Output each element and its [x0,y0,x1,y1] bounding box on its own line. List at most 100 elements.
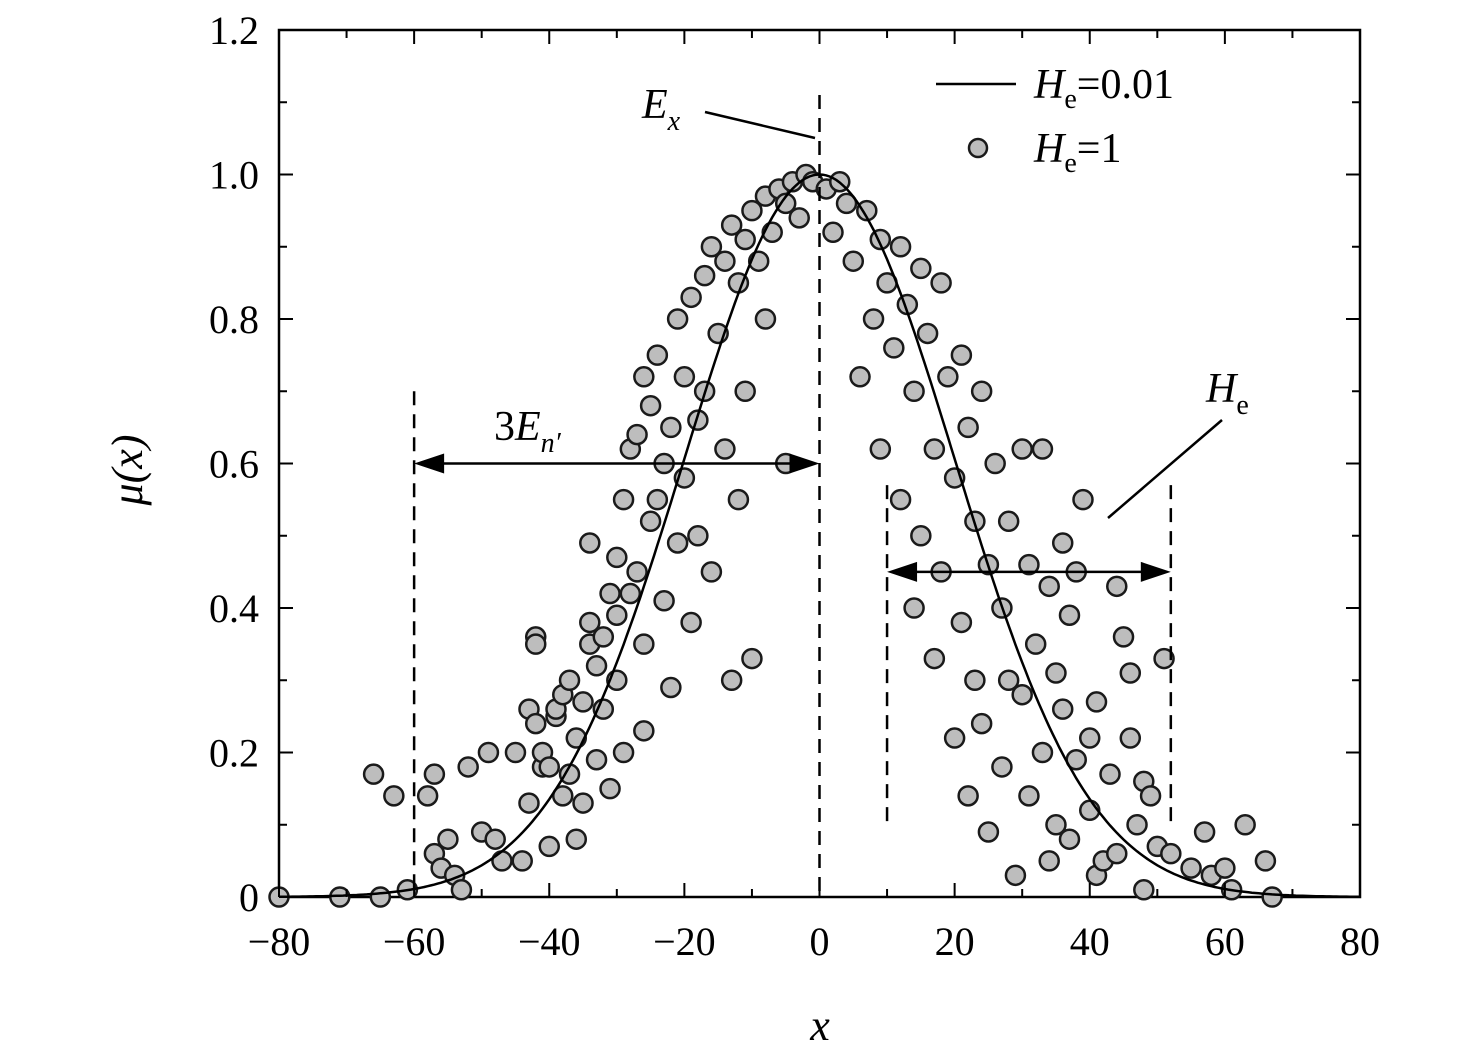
scatter-point [950,344,973,366]
scatter-point [714,250,736,272]
scatter-point [552,785,574,807]
scatter-point [991,756,1013,778]
scatter-point [504,741,527,764]
scatter-point [633,720,655,742]
scatter-point [950,611,973,634]
scatter-point [741,647,763,670]
scatter-point [1011,683,1033,706]
scatter-point [639,394,662,417]
scatter-point [1112,626,1135,648]
scatter-point [437,828,459,850]
scatter-point [930,272,952,294]
scatter-point [579,532,601,554]
scatter-point [741,199,763,222]
scatter-point [835,192,858,215]
scatter-point [653,590,675,612]
y-tick-label: 0.6 [209,442,259,487]
x-tick-label: 40 [1070,919,1110,964]
scatter-point [646,488,669,511]
scatter-point [1254,850,1277,872]
x-tick-label: −40 [518,919,581,964]
scatter-point [1085,691,1108,713]
scatter-point [599,582,621,605]
scatter-point [889,236,912,258]
scatter-point [646,344,669,366]
scatter-point [612,488,635,511]
scatter-point [619,582,642,605]
legend-marker-swatch [967,137,989,159]
scatter-point [639,510,662,533]
y-tick-label: 0.2 [209,731,259,776]
scatter-point [700,236,723,258]
scatter-point [977,821,1000,843]
scatter-point [1024,633,1047,655]
scatter-point [903,597,925,619]
plot-area [268,28,1362,908]
axis-ticks: −80 −60 −40 −20 0 20 40 60 80 0 0.2 0.4 0.6 0.8 1.0 1.2 [209,8,1380,964]
scatter-point [660,416,682,439]
scatter-point [1031,438,1054,460]
scatter-point [957,416,979,439]
scatter-point [1106,842,1128,865]
scatter-point [856,199,878,222]
scatter-point [572,792,594,814]
scatter-point [538,835,560,858]
en-annotation-label: 3En′ [494,404,562,459]
scatter-point [484,828,506,850]
scatter-point [524,712,547,735]
x-tick-label: 0 [810,919,830,964]
scatter-point [1038,575,1060,598]
scatter-point [1011,438,1033,460]
scatter-point [457,756,479,778]
legend: He=0.01 He=1 [936,62,1174,179]
scatter-point [1126,814,1148,836]
y-tick-label: 0 [239,875,259,920]
scatter-point [903,380,925,402]
ex-leader-line [704,110,816,140]
scatter-point [687,525,709,547]
ex-annotation-label: Ex [641,82,681,137]
scatter-point [1031,741,1054,764]
scatter-point [1119,662,1142,684]
scatter-point [585,748,608,771]
scatter-point [450,879,473,901]
scatter-point [633,366,655,388]
scatter-point [1079,727,1101,749]
scatter-point [754,308,777,330]
scatter-point [822,221,844,244]
scatter-point [1106,575,1128,598]
x-tick-label: −60 [383,919,446,964]
legend-label-scatter: He=1 [1033,126,1121,179]
scatter-point [1045,662,1067,684]
scatter-point [883,337,905,359]
scatter-point [599,777,621,800]
he-annotation-label: He [1205,366,1249,421]
scatter-point [970,712,993,735]
scatter-point [1018,785,1040,807]
x-tick-label: 20 [935,919,975,964]
scatter-point [700,561,723,583]
scatter-point [612,741,635,764]
he-leader-line [1107,419,1223,519]
scatter-point [734,380,756,402]
scatter-point [1045,814,1067,836]
scatter-point [666,532,689,554]
scatter-point [626,561,648,583]
scatter-point [1018,553,1040,576]
x-tick-label: 60 [1205,919,1245,964]
scatter-point [997,669,1020,691]
scatter-point [477,741,500,764]
scatter-point [518,792,540,814]
y-tick-label: 1.2 [209,8,259,53]
scatter-point [579,611,601,634]
scatter-point [633,633,655,655]
scatter-point [970,380,993,402]
scatter-point [369,886,392,908]
scatter-point [680,286,702,309]
scatter-point [606,546,628,569]
scatter-point [524,633,547,655]
scatter-point [714,438,736,460]
scatter-point [1072,488,1094,511]
scatter-point [1051,532,1074,554]
